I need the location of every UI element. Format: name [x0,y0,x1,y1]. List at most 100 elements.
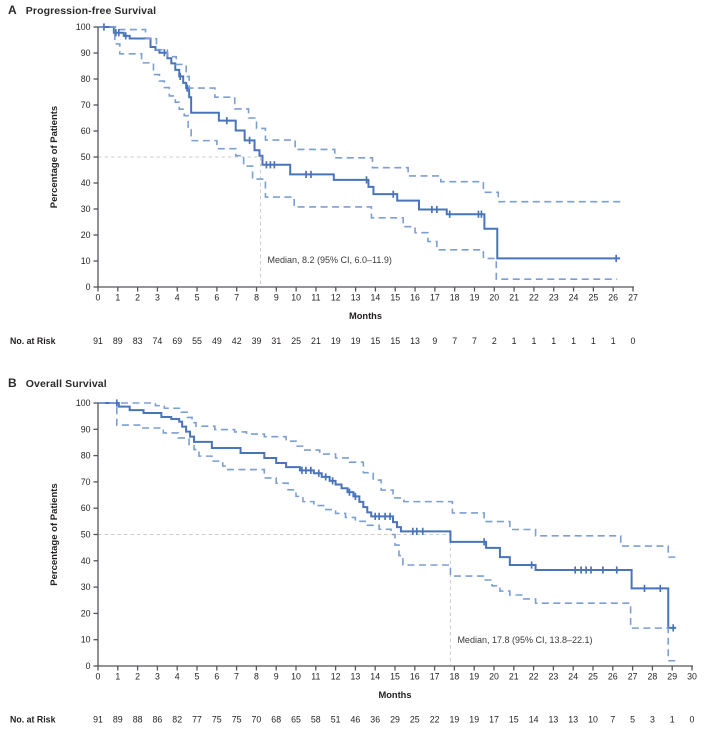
at-risk-value: 36 [370,715,380,725]
at-risk-value: 22 [430,715,440,725]
x-tick-label: 17 [430,672,440,682]
y-tick-label: 20 [81,230,91,240]
at-risk-value: 69 [172,336,182,346]
at-risk-label: No. at Risk [10,715,56,725]
x-tick-label: 28 [648,672,658,682]
censor-ticks [115,399,675,632]
at-risk-value: 89 [113,336,123,346]
x-tick-label: 22 [529,672,539,682]
at-risk-value: 1 [512,336,517,346]
at-risk-value: 7 [610,715,615,725]
x-tick-label: 1 [115,293,120,303]
x-tick-label: 5 [195,672,200,682]
x-tick-label: 1 [115,672,120,682]
x-tick-label: 22 [529,293,539,303]
at-risk-value: 19 [351,336,361,346]
y-tick-label: 70 [81,100,91,110]
at-risk-value: 1 [531,336,536,346]
x-tick-label: 20 [489,672,499,682]
at-risk-value: 70 [252,715,262,725]
km-curve [98,402,677,629]
y-axis-title: Percentage of Patients [49,106,60,208]
lower-ci-curve [98,26,618,280]
at-risk-value: 31 [271,336,281,346]
x-tick-label: 6 [214,293,219,303]
at-risk-value: 10 [588,715,598,725]
x-tick-labels: 0 1 2 3 4 5 6 7 8 9 10 11 12 13 14 15 16 17 18 19 20 21 22 23 24… [96,293,638,303]
y-tick-label: 90 [81,48,91,58]
y-tick-labels: 0 10 20 30 40 50 60 70 80 90 100 [76,398,91,671]
x-tick-label: 19 [469,672,479,682]
y-tick-label: 20 [81,608,91,618]
at-risk-value: 29 [390,715,400,725]
y-tick-label: 0 [86,282,91,292]
x-tick-label: 10 [291,672,301,682]
x-tick-label: 11 [311,293,320,303]
median-guide [98,534,451,666]
x-tick-label: 9 [274,293,279,303]
at-risk-value: 58 [311,715,321,725]
x-tick-label: 16 [410,293,420,303]
y-tick-label: 50 [81,152,91,162]
median-guide [98,156,261,287]
at-risk-value: 88 [133,715,143,725]
x-tick-label: 25 [588,293,598,303]
censor-ticks [103,23,618,262]
x-tick-label: 19 [470,293,480,303]
at-risk-value: 46 [351,715,361,725]
at-risk-value: 65 [291,715,301,725]
y-tick-label: 80 [81,74,91,84]
at-risk-value: 75 [232,715,242,725]
x-tick-label: 23 [549,672,559,682]
x-tick-label: 2 [135,293,140,303]
at-risk-value: 19 [469,715,479,725]
y-axis-title: Percentage of Patients [49,483,60,585]
at-risk-value: 55 [192,336,202,346]
lower-ci-curve [98,402,679,662]
at-risk-value: 21 [311,336,321,346]
at-risk-value: 1 [571,336,576,346]
y-tick-label: 100 [76,398,91,408]
upper-ci-curve [98,402,680,558]
at-risk-value: 0 [690,715,695,725]
at-risk-value: 7 [472,336,477,346]
x-tick-label: 13 [351,293,361,303]
y-tick-label: 70 [81,477,91,487]
x-tick-label: 14 [371,293,381,303]
panel-a-letter: A [8,3,17,17]
at-risk-value: 17 [489,715,499,725]
at-risk-value: 39 [252,336,262,346]
median-annotation: Median, 8.2 (95% CI, 6.0–11.9) [267,255,391,265]
at-risk-value: 86 [153,715,163,725]
x-tick-label: 21 [509,672,519,682]
at-risk-value: 19 [331,336,341,346]
x-tick-label: 0 [96,293,101,303]
at-risk-row: No. at Risk 91 89 83 74 69 55 49 42 39 31 25 21 19 19 1… [10,336,636,346]
at-risk-value: 3 [650,715,655,725]
panel-b-title-text: Overall Survival [25,378,107,390]
y-tick-labels: 0 10 20 30 40 50 60 70 80 90 100 [76,22,91,292]
x-tick-label: 8 [254,293,259,303]
x-tick-label: 23 [549,293,559,303]
x-tick-label: 12 [331,293,341,303]
at-risk-value: 1 [670,715,675,725]
at-risk-value: 15 [509,715,519,725]
at-risk-value: 49 [212,336,222,346]
x-tick-label: 27 [628,293,638,303]
axes [93,26,634,292]
y-tick-label: 60 [81,503,91,513]
y-tick-label: 60 [81,126,91,136]
x-tick-label: 18 [450,672,460,682]
x-tick-label: 16 [410,672,420,682]
at-risk-value: 91 [93,336,103,346]
x-tick-label: 21 [509,293,519,303]
at-risk-value: 15 [390,336,400,346]
x-tick-label: 24 [568,672,578,682]
at-risk-value: 19 [450,715,460,725]
panel-b-title: B Overall Survival [8,376,107,390]
y-tick-label: 40 [81,556,91,566]
y-tick-label: 90 [81,424,91,434]
at-risk-value: 25 [410,715,420,725]
